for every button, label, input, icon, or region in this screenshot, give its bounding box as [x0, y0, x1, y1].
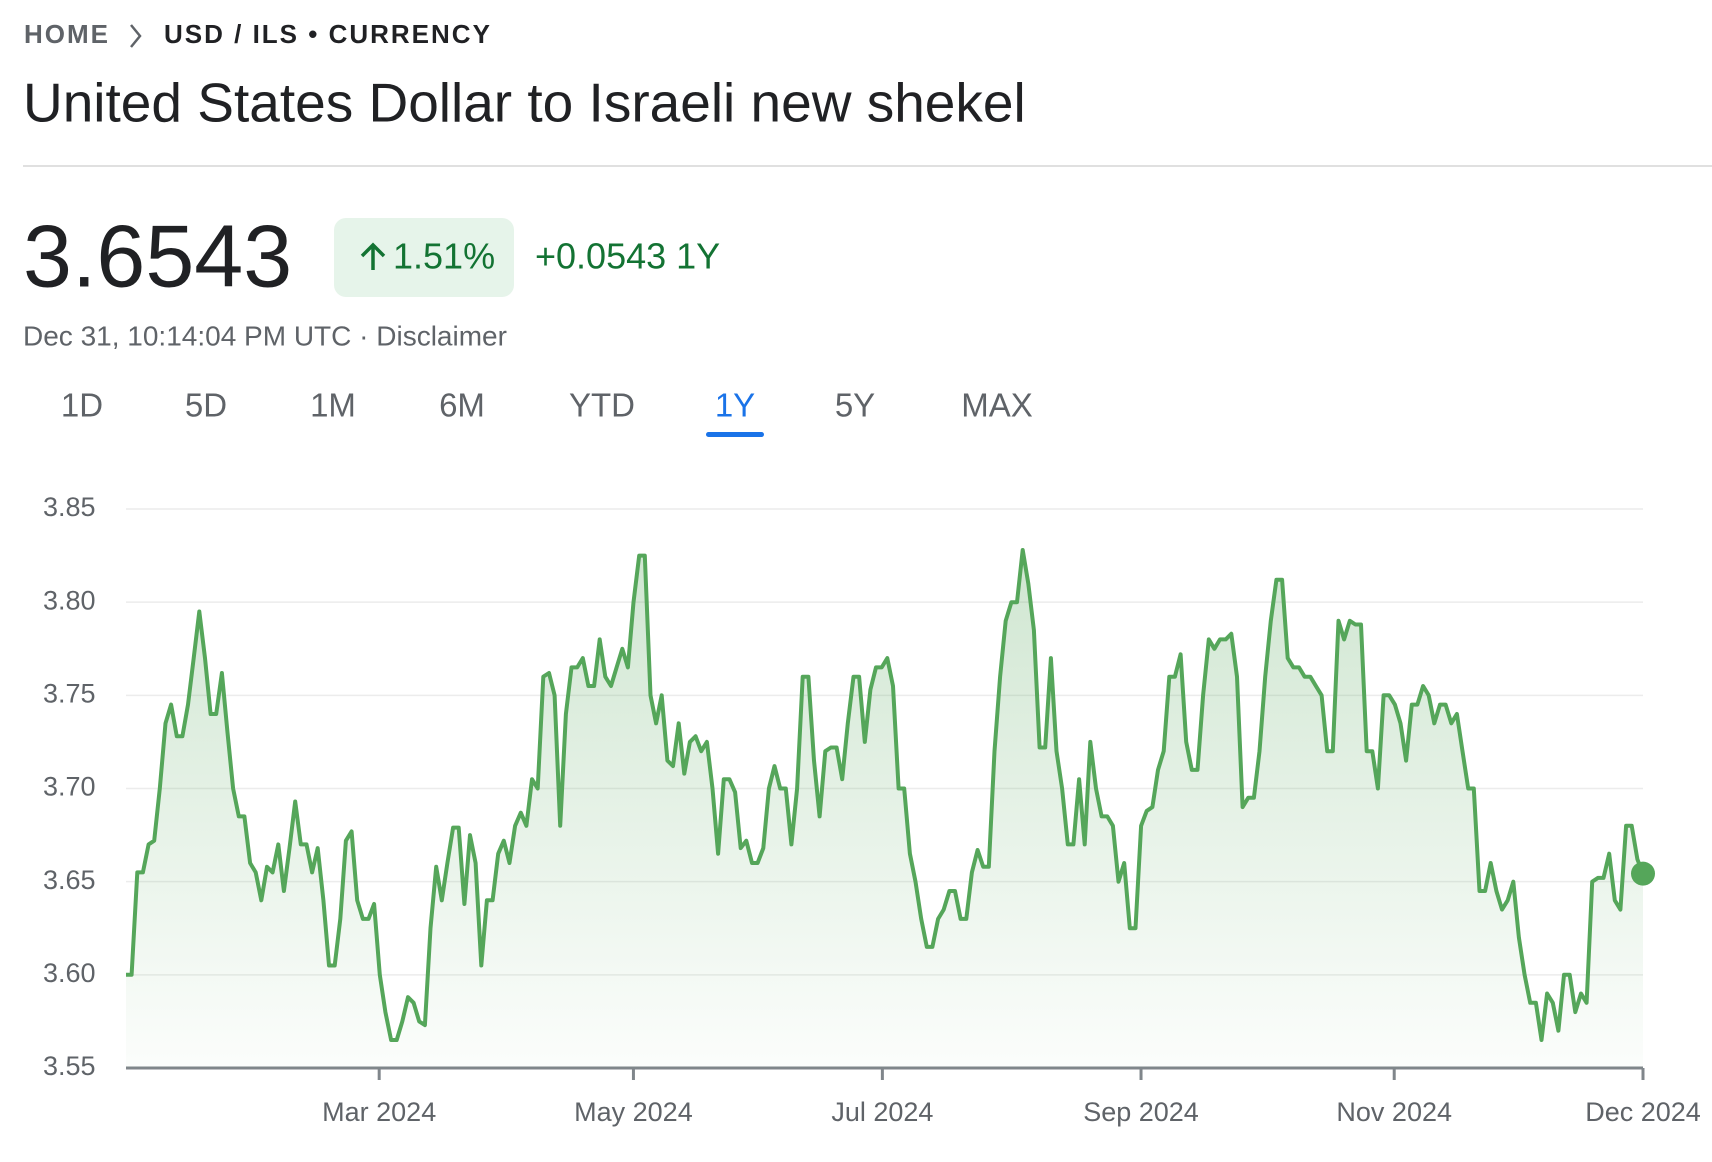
- x-tick-label: Dec 2024: [1585, 1097, 1701, 1127]
- y-tick-label: 3.70: [43, 772, 96, 802]
- y-tick-label: 3.60: [43, 958, 96, 988]
- x-tick-label: Jul 2024: [831, 1097, 933, 1127]
- up-arrow-icon: [360, 242, 386, 270]
- area-fill: [126, 550, 1643, 1068]
- x-tick-label: May 2024: [574, 1097, 693, 1127]
- change-abs: +0.0543 1Y: [535, 236, 720, 277]
- breadcrumb-chevron: [130, 24, 142, 48]
- x-tick-label: Mar 2024: [322, 1097, 436, 1127]
- range-tabs: 1D 5D 1M 6M YTD 1Y 5Y MAX: [61, 387, 1033, 437]
- price: 3.6543: [23, 206, 292, 305]
- breadcrumb-current: USD / ILS • CURRENCY: [164, 19, 492, 49]
- range-tab[interactable]: 5D: [185, 387, 227, 424]
- y-tick-label: 3.75: [43, 678, 96, 708]
- change-percent: 1.51%: [393, 236, 495, 277]
- range-tab[interactable]: YTD: [569, 387, 635, 424]
- chart: 3.55 3.60 3.65 3.70 3.75 3.80 3.85 Mar 2024 May …: [43, 492, 1701, 1127]
- x-tick-label: Nov 2024: [1336, 1097, 1452, 1127]
- x-tick-label: Sep 2024: [1083, 1097, 1199, 1127]
- selected-tab-underline: [706, 432, 764, 437]
- y-tick-label: 3.85: [43, 492, 96, 522]
- range-tab[interactable]: 6M: [439, 387, 485, 424]
- page-title: United States Dollar to Israeli new shek…: [23, 72, 1026, 134]
- range-tab[interactable]: MAX: [961, 387, 1033, 424]
- breadcrumb-home[interactable]: HOME: [24, 19, 110, 49]
- y-tick-label: 3.65: [43, 865, 96, 895]
- range-tab[interactable]: 1D: [61, 387, 103, 424]
- range-tab[interactable]: 1Y: [715, 387, 755, 424]
- range-tab[interactable]: 1M: [310, 387, 356, 424]
- price-line: [126, 548, 1645, 1042]
- change-badge: [334, 218, 514, 297]
- range-tab[interactable]: 5Y: [835, 387, 875, 424]
- y-tick-label: 3.55: [43, 1051, 96, 1081]
- last-point-dot: [1631, 861, 1655, 886]
- timestamp: Dec 31, 10:14:04 PM UTC · Disclaimer: [23, 320, 507, 351]
- y-tick-label: 3.80: [43, 585, 96, 615]
